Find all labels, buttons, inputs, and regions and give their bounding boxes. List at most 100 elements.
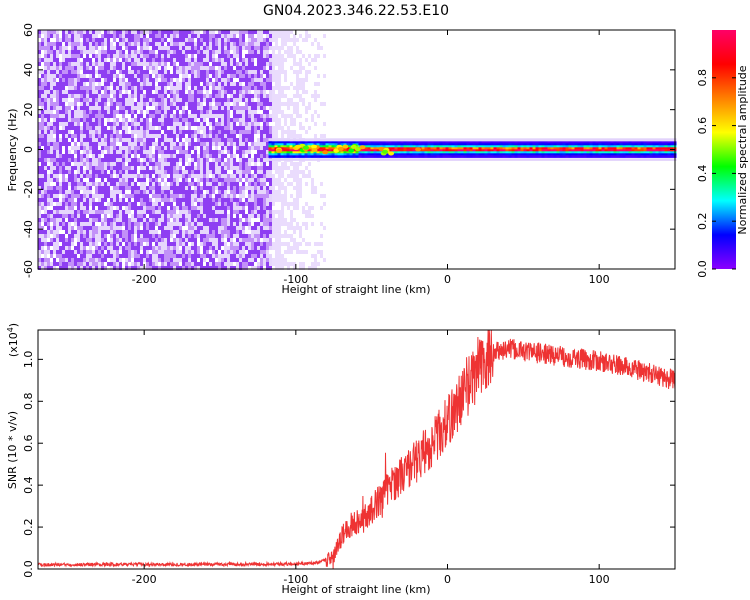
spectrogram-cell (146, 154, 149, 158)
spectrogram-cell (164, 266, 167, 270)
spectrogram-cell (260, 98, 263, 102)
spectrogram-cell (200, 54, 203, 58)
spectrogram-cell (68, 170, 71, 174)
spectrogram-cell (101, 134, 104, 138)
spectrogram-cell (209, 206, 212, 210)
spectrogram-cell (224, 198, 227, 202)
spectrogram-cell (251, 190, 254, 194)
spectrogram-cell (212, 70, 215, 74)
spectrogram-cell (283, 141, 287, 144)
spectrogram-cell (310, 153, 314, 156)
spectrogram-cell (302, 238, 305, 242)
spectrogram-cell (212, 86, 215, 90)
spectrogram-cell (170, 98, 173, 102)
spectrogram-cell (113, 138, 116, 142)
spectrogram-cell (278, 250, 281, 254)
spectrogram-cell (149, 218, 152, 222)
spectrogram-cell (257, 202, 260, 206)
spectrogram-cell (95, 106, 98, 110)
spectrogram-cell (68, 78, 71, 82)
spectrogram-cell (236, 70, 239, 74)
spectrogram-cell (263, 182, 266, 186)
spectrogram-cell (254, 94, 257, 98)
spectrogram-cell (185, 66, 188, 70)
spectrogram-cell (137, 82, 140, 86)
spectrogram-cell (323, 54, 326, 58)
spectrogram-cell (176, 98, 179, 102)
spectrogram-cell (212, 46, 215, 50)
spectrogram-cell (92, 214, 95, 218)
spectrogram-cell (212, 94, 215, 98)
spectrogram-cell (230, 198, 233, 202)
spectrogram-cell (260, 30, 263, 34)
spectrogram-cell (53, 86, 56, 90)
spectrogram-cell (272, 38, 275, 42)
spectrogram-cell (236, 62, 239, 66)
spectrogram-cell (71, 50, 74, 54)
spectrogram-cell (86, 258, 89, 262)
spectrogram-cell (62, 126, 65, 130)
spectrogram-cell (301, 153, 305, 156)
spectrogram-cell (170, 266, 173, 270)
spectrogram-cell (161, 90, 164, 94)
spectrogram-cell (206, 190, 209, 194)
spectrogram-cell (254, 46, 257, 50)
spectrogram-cell (275, 46, 278, 50)
spectrogram-cell (80, 162, 83, 166)
spectrogram-cell (307, 138, 311, 141)
spectrogram-cell (113, 66, 116, 70)
spectrogram-cell (155, 146, 158, 150)
spectrogram-cell (203, 246, 206, 250)
spectrogram-cell (283, 147, 287, 150)
spectrogram-cell (71, 182, 74, 186)
spectrogram-cell (131, 234, 134, 238)
spectrogram-cell (203, 210, 206, 214)
spectrogram-cell (155, 78, 158, 82)
spectrogram-cell (155, 70, 158, 74)
spectrogram-cell (266, 190, 269, 194)
spectrogram-cell (167, 178, 170, 182)
spectrogram-cell (281, 166, 284, 170)
spectrogram-cell (299, 266, 302, 270)
spectrogram-cell (227, 198, 230, 202)
spectrogram-cell (200, 218, 203, 222)
spectrogram-cell (146, 186, 149, 190)
spectrogram-cell (272, 234, 275, 238)
spectrogram-cell (56, 130, 59, 134)
spectrogram-cell (218, 110, 221, 114)
spectrogram-cell (305, 210, 308, 214)
spectrogram-cell (44, 106, 47, 110)
spectrogram-cell (122, 98, 125, 102)
spectrogram-cell (71, 42, 74, 46)
spectrogram-cell (98, 38, 101, 42)
spectrogram-cell (251, 198, 254, 202)
spectrogram-cell (44, 198, 47, 202)
spectrogram-cell (50, 154, 53, 158)
spectrogram-cell (59, 122, 62, 126)
spectrogram-cell (299, 190, 302, 194)
spectrogram-cell (101, 194, 104, 198)
spectrogram-cell (170, 166, 173, 170)
spectrogram-cell (128, 202, 131, 206)
spectrogram-cell (110, 138, 113, 142)
spectrogram-cell (164, 246, 167, 250)
spectrogram-cell (203, 198, 206, 202)
spectrogram-cell (140, 90, 143, 94)
spectrogram-cell (101, 34, 104, 38)
spectrogram-cell (242, 214, 245, 218)
spectrogram-cell (296, 174, 299, 178)
spectrogram-cell (254, 54, 257, 58)
spectrogram-cell (95, 54, 98, 58)
spectrogram-cell (221, 222, 224, 226)
spectrogram-cell (161, 218, 164, 222)
spectrogram-cell (134, 66, 137, 70)
spectrogram-cell (209, 162, 212, 166)
spectrogram-cell (257, 42, 260, 46)
spectrogram-cell (101, 54, 104, 58)
spectrogram-cell (331, 141, 335, 144)
spectrogram-cell (140, 126, 143, 130)
spectrogram-cell (44, 186, 47, 190)
spectrogram-cell (251, 246, 254, 250)
spectrogram-cell (164, 90, 167, 94)
